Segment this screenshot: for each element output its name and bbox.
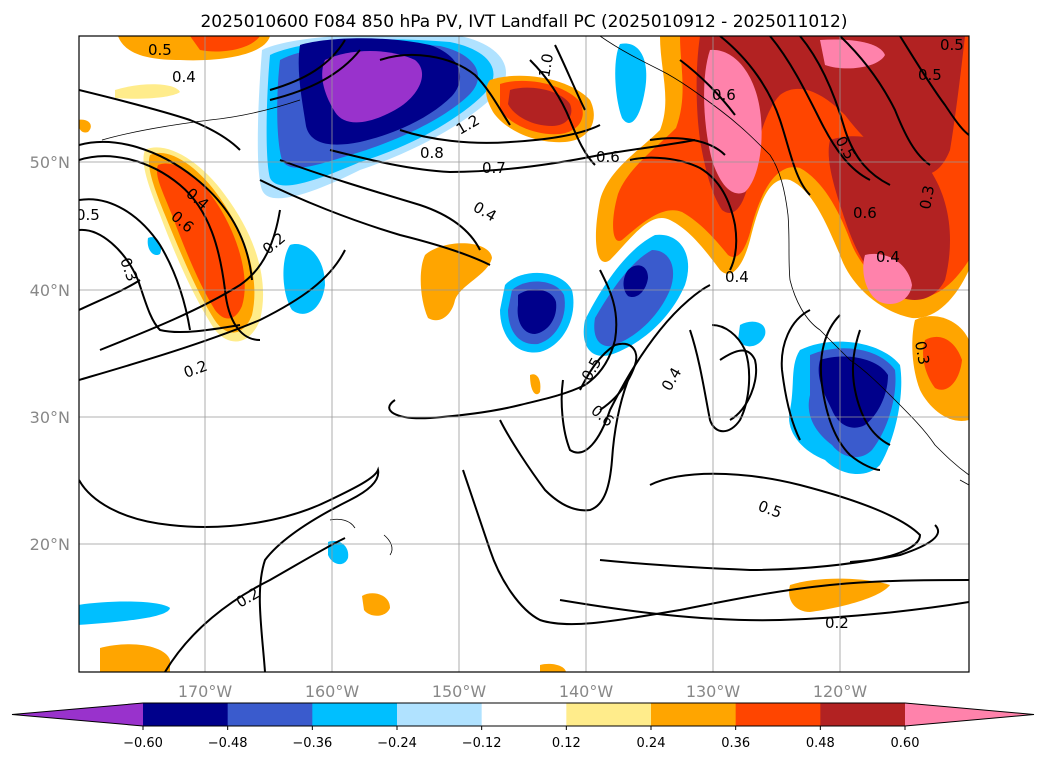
- colorbar-tick-label: −0.24: [377, 736, 417, 751]
- lon-label: 170°W: [178, 682, 233, 701]
- contour-label: 0.6: [712, 86, 736, 104]
- contour-label: 0.6: [596, 148, 620, 166]
- lat-label: 50°N: [30, 153, 70, 172]
- lon-label: 120°W: [813, 682, 868, 701]
- contour-label: 0.8: [420, 144, 444, 162]
- colorbar-segment: [143, 703, 229, 726]
- colorbar-tick-label: 0.60: [891, 736, 920, 751]
- colorbar-tick-label: −0.12: [462, 736, 502, 751]
- positive-anomaly-north: [79, 36, 594, 321]
- contour-label: 1.0: [535, 52, 557, 79]
- colorbar-tick-label: 0.12: [552, 736, 581, 751]
- contour-label: 0.4: [172, 68, 196, 86]
- colorbar-tick-label: 0.36: [721, 736, 750, 751]
- lon-label: 150°W: [432, 682, 487, 701]
- colorbar-segment: [735, 703, 821, 726]
- colorbar-extend-low: [12, 703, 143, 726]
- lat-label: 20°N: [30, 535, 70, 554]
- contour-label: 0.3: [916, 184, 938, 211]
- contour-label: 0.5: [940, 36, 964, 54]
- colorbar-segment: [227, 703, 313, 726]
- negative-anomaly-california: [789, 341, 902, 475]
- lat-label: 40°N: [30, 281, 70, 300]
- contour-label: 0.5: [76, 206, 100, 224]
- colorbar-segment: [820, 703, 906, 726]
- colorbar-extend-high: [905, 703, 1034, 726]
- map-title: 2025010600 F084 850 hPa PV, IVT Landfall…: [200, 12, 847, 32]
- contour-label: 0.4: [876, 248, 900, 266]
- colorbar-tick-label: −0.36: [292, 736, 332, 751]
- contour-label: 0.4: [725, 268, 749, 286]
- contour-label: 0.5: [918, 66, 942, 84]
- latitude-labels: 50°N 40°N 30°N 20°N: [30, 153, 70, 554]
- map-frame: [78, 35, 970, 673]
- colorbar-segment: [566, 703, 652, 726]
- contour-label: 0.6: [853, 204, 877, 222]
- colorbar-segment: [397, 703, 483, 726]
- colorbar-segment: [481, 703, 567, 726]
- positive-anomaly-northeast: [595, 36, 969, 421]
- lat-label: 30°N: [30, 408, 70, 427]
- negative-anomaly-north: [257, 36, 647, 199]
- colorbar-segment: [312, 703, 398, 726]
- coastlines: [101, 36, 969, 556]
- lon-label: 140°W: [559, 682, 614, 701]
- contour-label: 0.3: [911, 340, 933, 367]
- colorbar-tick-label: −0.60: [123, 736, 163, 751]
- contour-label: 0.2: [825, 614, 849, 632]
- colorbar-tick-label: −0.48: [208, 736, 248, 751]
- lon-label: 130°W: [686, 682, 741, 701]
- contour-label: 0.7: [482, 159, 506, 177]
- contour-lines: [79, 36, 969, 672]
- colorbar-segment: [651, 703, 737, 726]
- contour-label: 0.5: [148, 41, 172, 59]
- colorbar-tick-label: 0.48: [806, 736, 835, 751]
- longitude-labels: 170°W 160°W 150°W 140°W 130°W 120°W: [178, 682, 868, 701]
- colorbar-tick-label: 0.24: [637, 736, 666, 751]
- positive-anomaly-south: [100, 374, 890, 672]
- negative-anomaly-mid: [79, 234, 766, 625]
- map-area: 0.5 0.4 0.5 1.0 0.6 0.5 0.5 1.2 0.8 0.7 …: [76, 36, 969, 672]
- gridlines: [79, 36, 969, 672]
- lon-label: 160°W: [305, 682, 360, 701]
- colorbar: −0.60 −0.48 −0.36 −0.24 −0.12 0.12 0.24 0.36 0.4…: [11, 702, 1035, 751]
